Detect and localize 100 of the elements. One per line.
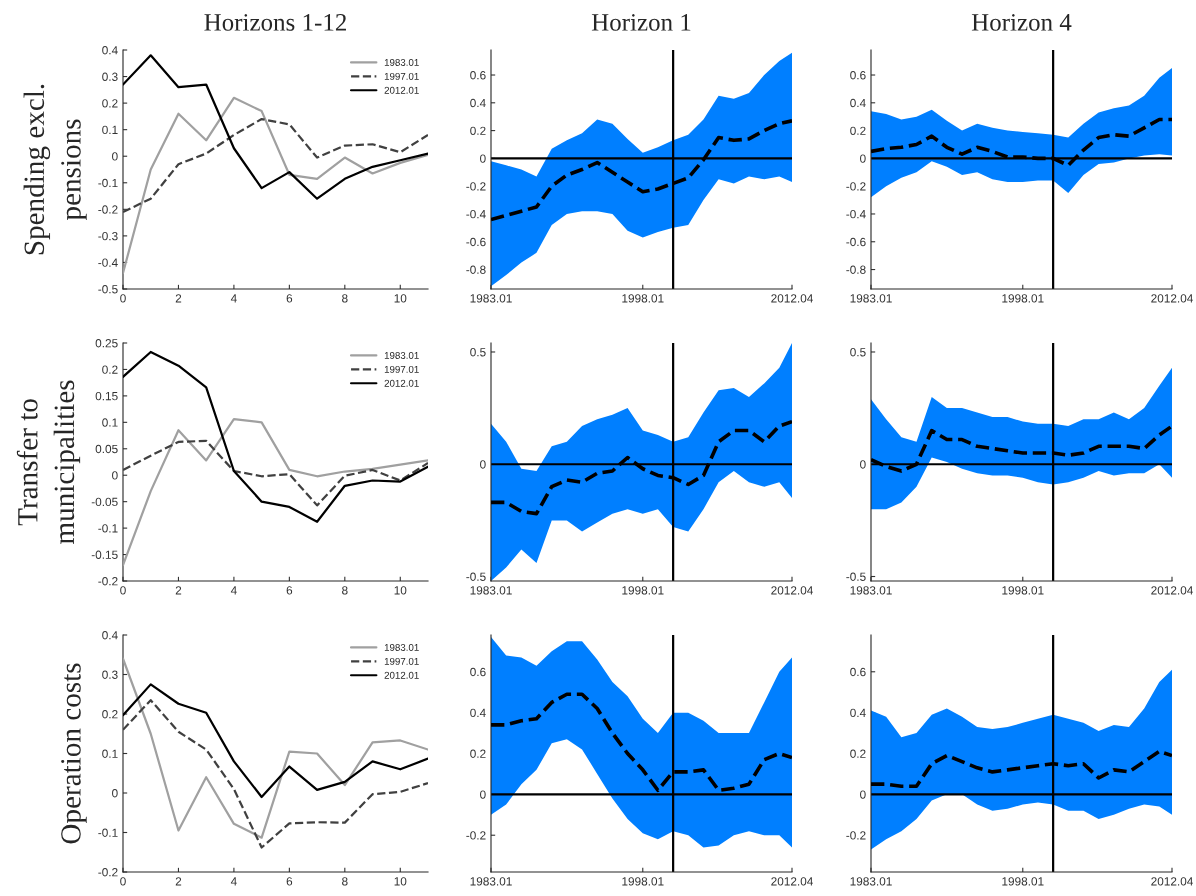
y-tick-label: 0 — [112, 471, 118, 480]
line-series — [123, 439, 428, 507]
x-tick-label: 4 — [230, 586, 237, 595]
y-tick-label: 0.6 — [470, 71, 486, 80]
x-tick-label: 2012.04 — [771, 586, 813, 595]
x-tick-label: 1983.01 — [850, 877, 892, 886]
x-tick-label: 1998.01 — [1002, 294, 1044, 303]
y-tick-label: 0.6 — [850, 71, 866, 80]
y-tick-label: -0.4 — [846, 210, 866, 219]
y-tick-label: 0.4 — [470, 98, 486, 108]
x-tick-label: 8 — [342, 294, 348, 303]
y-tick-label: -0.3 — [98, 231, 118, 241]
line-series — [123, 54, 428, 200]
y-tick-label: 0.3 — [102, 72, 118, 81]
y-tick-label: 0 — [112, 152, 118, 161]
x-tick-label: 8 — [342, 586, 348, 595]
chart-title: Horizon 4 — [971, 14, 1072, 31]
y-axis-title: Spending excl. pensions — [23, 84, 87, 255]
legend-label: 1997.01 — [384, 72, 419, 80]
y-tick-label: 0.2 — [470, 126, 486, 135]
line-series — [123, 657, 428, 839]
line-series — [123, 699, 428, 849]
x-tick-label: 6 — [286, 294, 293, 303]
x-tick-label: 4 — [230, 294, 237, 303]
line-series — [123, 350, 428, 523]
y-tick-label: 0.2 — [102, 99, 118, 108]
x-tick-label: 6 — [286, 877, 293, 886]
y-tick-label: -0.4 — [466, 210, 486, 219]
y-tick-label: -0.5 — [98, 285, 118, 294]
line-series — [123, 117, 428, 214]
x-tick-label: 2 — [175, 586, 182, 595]
x-tick-label: 2012.04 — [1151, 586, 1193, 595]
legend-label: 1983.01 — [384, 644, 419, 651]
y-tick-label: -0.1 — [98, 524, 118, 533]
x-tick-label: 0 — [120, 877, 126, 886]
x-tick-label: 0 — [120, 294, 126, 303]
y-tick-label: -0.2 — [98, 577, 118, 586]
y-tick-label: 0.2 — [102, 365, 118, 374]
y-tick-label: -0.15 — [91, 550, 118, 559]
x-tick-label: 2012.04 — [1151, 877, 1193, 886]
x-tick-label: 4 — [230, 877, 237, 886]
y-tick-label: 0.15 — [95, 391, 118, 401]
y-tick-label: 0.6 — [850, 667, 866, 677]
legend-label: 1997.01 — [384, 365, 419, 373]
y-tick-label: -0.4 — [98, 258, 118, 267]
y-tick-label: 0 — [480, 460, 486, 469]
y-tick-label: 0.6 — [470, 667, 486, 677]
chart-title: Horizon 1 — [591, 14, 691, 31]
y-tick-label: 0.2 — [850, 126, 866, 135]
legend-label: 1983.01 — [384, 59, 419, 66]
y-tick-label: 0.2 — [102, 710, 118, 719]
y-tick-label: 0.3 — [102, 670, 118, 679]
y-tick-label: 0.2 — [470, 749, 486, 758]
line-series — [123, 683, 428, 799]
y-tick-label: 0 — [480, 790, 486, 799]
x-tick-label: 0 — [120, 586, 126, 595]
legend-label: 1983.01 — [384, 352, 419, 359]
legend-label: 1997.01 — [384, 657, 419, 665]
x-tick-label: 1983.01 — [850, 294, 892, 303]
line-series — [123, 96, 428, 275]
y-tick-label: -0.05 — [91, 497, 118, 507]
x-tick-label: 2 — [175, 877, 182, 886]
x-tick-label: 1983.01 — [470, 586, 512, 595]
y-tick-label: 0 — [860, 154, 866, 163]
legend-label: 2012.01 — [384, 86, 419, 94]
y-tick-label: -0.8 — [466, 265, 486, 274]
y-tick-label: -0.5 — [846, 572, 866, 581]
x-tick-label: 1983.01 — [470, 877, 512, 886]
legend-label: 2012.01 — [384, 671, 419, 679]
y-tick-label: 0.05 — [95, 444, 118, 454]
x-tick-label: 6 — [286, 586, 293, 595]
y-tick-label: 0 — [860, 460, 866, 469]
y-tick-label: 0.4 — [850, 98, 866, 108]
y-axis-title: Transfer to municipalities — [16, 380, 81, 545]
y-tick-label: 0.4 — [102, 631, 118, 640]
y-axis-title: Operation costs — [61, 663, 87, 844]
x-tick-label: 2012.04 — [771, 877, 813, 886]
line-series — [123, 418, 428, 567]
x-tick-label: 8 — [342, 877, 348, 886]
y-tick-label: -0.2 — [466, 182, 486, 191]
y-tick-label: 0.1 — [102, 418, 118, 427]
x-tick-label: 2 — [175, 294, 182, 303]
x-tick-label: 1998.01 — [1002, 586, 1044, 595]
y-tick-label: -0.2 — [98, 868, 118, 877]
chart-title: Horizons 1-12 — [204, 14, 346, 31]
y-tick-label: 0.1 — [102, 749, 118, 758]
x-tick-label: 10 — [394, 294, 407, 303]
y-tick-label: -0.5 — [466, 572, 486, 581]
y-tick-label: 0 — [860, 790, 866, 799]
y-tick-label: 0 — [112, 789, 118, 798]
y-tick-label: 0.1 — [102, 125, 118, 135]
y-tick-label: -0.1 — [98, 828, 118, 837]
y-tick-label: 0.4 — [850, 708, 866, 718]
y-tick-label: 0.2 — [850, 749, 866, 758]
y-tick-label: -0.2 — [466, 831, 486, 840]
y-tick-label: 0.5 — [470, 348, 486, 357]
y-tick-label: -0.6 — [466, 237, 486, 247]
y-tick-label: 0.4 — [470, 708, 486, 718]
y-tick-label: -0.1 — [98, 178, 118, 188]
y-tick-label: 0.5 — [850, 348, 866, 357]
